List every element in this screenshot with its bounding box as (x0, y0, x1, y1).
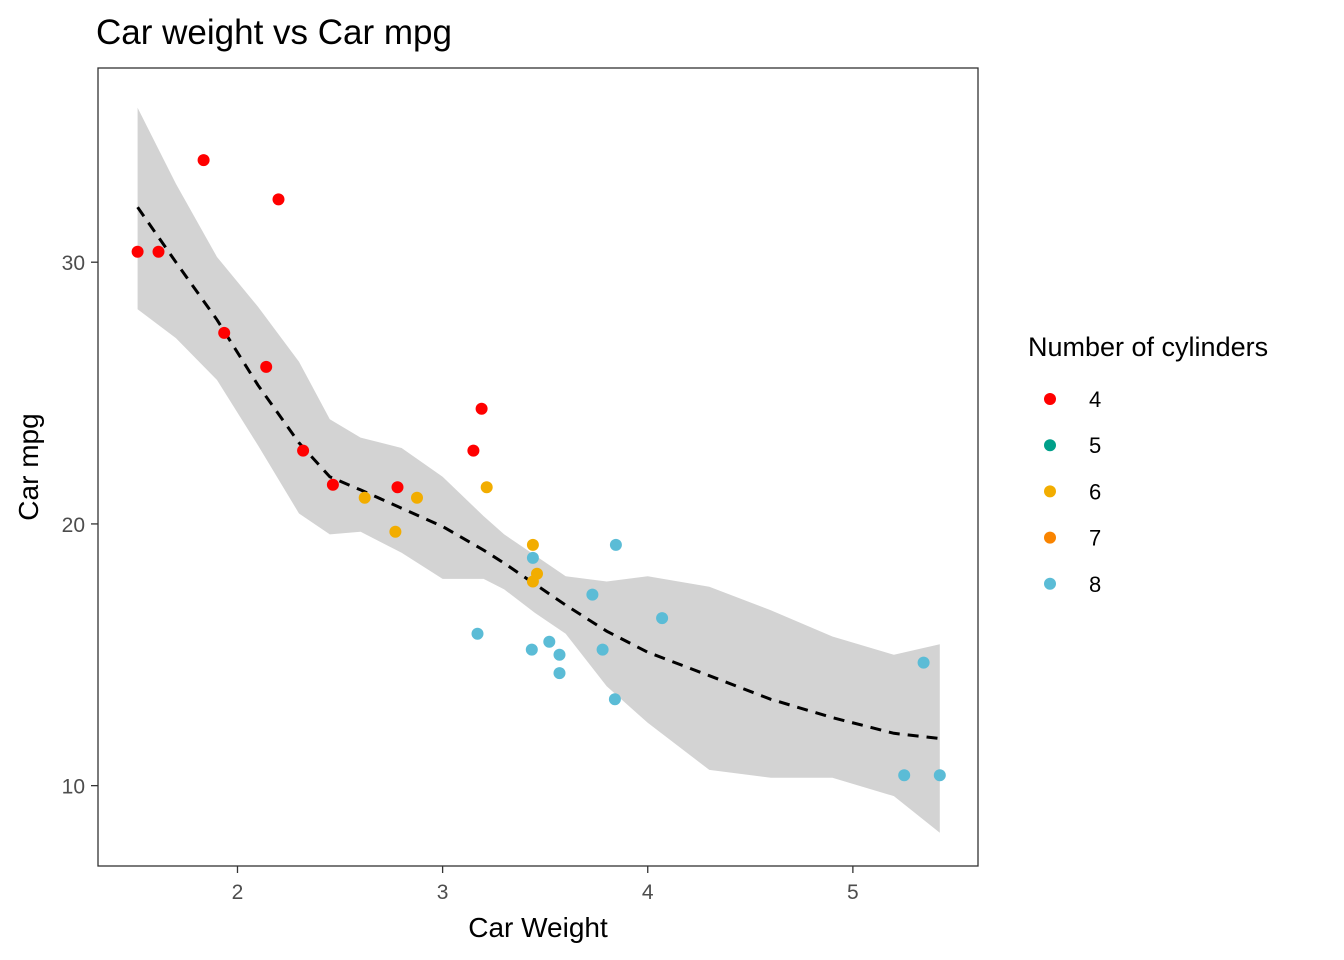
data-point-cyl-8 (609, 538, 622, 551)
confidence-band (137, 107, 940, 833)
legend-title: Number of cylinders (1028, 332, 1268, 362)
data-point-cyl-4 (475, 402, 488, 415)
data-point-cyl-6 (358, 491, 371, 504)
legend-key-5 (1044, 439, 1056, 452)
data-point-cyl-8 (917, 656, 930, 669)
legend-key-4 (1044, 393, 1056, 405)
data-point-cyl-4 (197, 154, 210, 167)
data-point-cyl-6 (531, 567, 543, 580)
data-point-cyl-8 (543, 635, 556, 648)
smooth-line (136, 206, 940, 740)
data-point-cyl-8 (586, 588, 599, 601)
data-point-cyl-4 (152, 245, 165, 258)
data-point-cyl-4 (297, 444, 310, 457)
legend-label-6: 6 (1089, 479, 1101, 504)
data-point-cyl-8 (898, 769, 911, 782)
x-axis: 2 3 4 5 (232, 866, 859, 904)
legend-label-5: 5 (1089, 433, 1101, 458)
x-tick-label: 5 (847, 881, 859, 904)
data-point-cyl-6 (480, 481, 493, 494)
data-point-cyl-8 (526, 551, 539, 564)
confidence-band-area (137, 107, 940, 833)
data-point-cyl-4 (131, 245, 144, 258)
data-point-cyl-4 (391, 481, 404, 494)
y-tick-label: 20 (62, 514, 85, 537)
x-tick-label: 2 (232, 881, 244, 904)
legend-key-7 (1044, 531, 1056, 544)
legend: 4 5 6 7 8 (1044, 387, 1101, 597)
smooth-trend-line (136, 206, 940, 740)
x-tick-label: 4 (642, 881, 654, 904)
data-point-cyl-8 (596, 643, 609, 656)
legend-key-6 (1044, 485, 1056, 498)
y-axis: 10 20 30 (62, 252, 98, 799)
data-point-cyl-8 (525, 643, 538, 656)
data-point-cyl-8 (608, 693, 621, 706)
legend-label-4: 4 (1089, 387, 1101, 412)
data-point-cyl-6 (526, 538, 539, 551)
data-points (131, 154, 946, 782)
legend-key-8 (1044, 577, 1056, 590)
data-point-cyl-6 (411, 491, 423, 504)
data-point-cyl-8 (933, 769, 946, 782)
y-axis-title: Car mpg (13, 413, 44, 520)
data-point-cyl-8 (553, 667, 566, 680)
data-point-cyl-4 (260, 360, 273, 373)
chart-title: Car weight vs Car mpg (96, 13, 452, 52)
data-point-cyl-8 (553, 648, 566, 661)
legend-label-8: 8 (1089, 572, 1101, 597)
data-point-cyl-4 (218, 326, 231, 339)
data-point-cyl-6 (389, 525, 402, 538)
legend-label-7: 7 (1089, 526, 1101, 551)
data-point-cyl-8 (656, 612, 669, 625)
y-tick-label: 30 (62, 252, 85, 275)
data-point-cyl-4 (326, 478, 339, 491)
data-point-cyl-8 (471, 627, 484, 640)
x-axis-title: Car Weight (468, 912, 608, 943)
data-point-cyl-4 (272, 193, 285, 206)
data-point-cyl-4 (467, 444, 480, 457)
x-tick-label: 3 (437, 881, 449, 904)
y-tick-label: 10 (62, 776, 85, 799)
